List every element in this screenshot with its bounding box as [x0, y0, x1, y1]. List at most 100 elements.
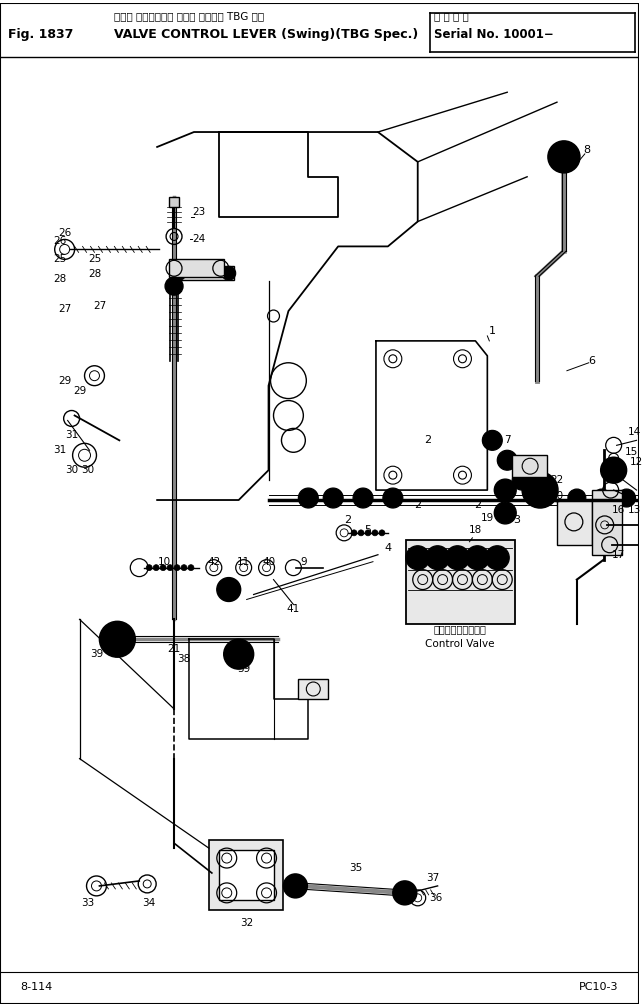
- Text: 29: 29: [73, 386, 86, 396]
- Circle shape: [512, 470, 532, 490]
- Text: VALVE CONTROL LEVER (Swing)(TBG Spec.): VALVE CONTROL LEVER (Swing)(TBG Spec.): [114, 28, 419, 41]
- Circle shape: [383, 488, 403, 508]
- Text: 21: 21: [168, 644, 180, 655]
- Text: 10: 10: [157, 557, 171, 567]
- Text: 24: 24: [193, 235, 205, 245]
- Text: 1: 1: [489, 326, 496, 336]
- Circle shape: [353, 488, 373, 508]
- Text: 2: 2: [345, 515, 352, 525]
- Text: 37: 37: [426, 873, 439, 883]
- Circle shape: [372, 530, 378, 536]
- Circle shape: [446, 546, 469, 570]
- Text: 31: 31: [65, 430, 78, 440]
- Text: 15: 15: [625, 447, 638, 457]
- Bar: [406, 540, 515, 624]
- Circle shape: [482, 430, 502, 450]
- Text: 2: 2: [414, 500, 421, 510]
- Text: 40: 40: [262, 557, 275, 567]
- Circle shape: [393, 881, 417, 905]
- Bar: [299, 679, 328, 699]
- Bar: [512, 455, 547, 477]
- Bar: [209, 840, 284, 909]
- Bar: [557, 500, 592, 545]
- Text: Control Valve: Control Valve: [425, 639, 494, 650]
- Circle shape: [153, 565, 159, 571]
- Text: 35: 35: [349, 863, 363, 873]
- Text: 26: 26: [53, 237, 66, 247]
- Bar: [219, 850, 273, 900]
- Text: 6: 6: [588, 355, 595, 366]
- Text: 12: 12: [630, 457, 642, 467]
- Bar: [169, 260, 224, 277]
- Text: 30: 30: [65, 465, 78, 475]
- Text: 5: 5: [365, 525, 372, 535]
- Text: 36: 36: [429, 893, 442, 903]
- Text: 8: 8: [583, 145, 591, 155]
- Circle shape: [548, 141, 580, 173]
- Text: 2: 2: [424, 435, 431, 445]
- Text: 42: 42: [207, 557, 220, 567]
- Circle shape: [568, 489, 586, 507]
- Bar: [592, 490, 621, 555]
- Circle shape: [485, 546, 509, 570]
- Circle shape: [555, 148, 573, 166]
- Text: 28: 28: [88, 269, 101, 279]
- Circle shape: [299, 488, 318, 508]
- Text: 22: 22: [550, 475, 564, 485]
- Circle shape: [217, 578, 241, 601]
- Text: 7: 7: [504, 435, 510, 445]
- Circle shape: [181, 565, 187, 571]
- Circle shape: [323, 488, 343, 508]
- Bar: [169, 196, 179, 206]
- Circle shape: [358, 530, 364, 536]
- Circle shape: [522, 472, 558, 508]
- Text: Fig. 1837: Fig. 1837: [8, 28, 73, 41]
- Circle shape: [601, 457, 627, 483]
- Circle shape: [160, 565, 166, 571]
- Text: 20: 20: [550, 491, 564, 501]
- Text: 39: 39: [237, 664, 250, 674]
- Text: 3: 3: [514, 515, 521, 525]
- Text: 41: 41: [287, 604, 300, 614]
- Text: 38: 38: [177, 655, 191, 665]
- Circle shape: [172, 266, 186, 280]
- Text: 39: 39: [90, 650, 103, 660]
- Text: 32: 32: [240, 917, 254, 927]
- Circle shape: [100, 621, 135, 658]
- Text: 適 用 号 機: 適 用 号 機: [433, 12, 469, 22]
- Text: バルブ コントロール レバー スイング TBG 仕様: バルブ コントロール レバー スイング TBG 仕様: [114, 12, 265, 22]
- Circle shape: [494, 502, 516, 524]
- Text: 29: 29: [58, 376, 71, 386]
- Text: 27: 27: [58, 304, 71, 314]
- Text: 27: 27: [93, 301, 106, 311]
- Text: 2: 2: [474, 500, 481, 510]
- Text: 25: 25: [88, 255, 101, 264]
- Text: 33: 33: [81, 898, 94, 908]
- Text: 17: 17: [612, 550, 625, 560]
- Text: コントロールバルブ: コントロールバルブ: [433, 624, 486, 634]
- Bar: [179, 266, 234, 280]
- Circle shape: [284, 874, 308, 898]
- Circle shape: [379, 530, 385, 536]
- Text: 26: 26: [58, 229, 71, 239]
- Circle shape: [174, 565, 180, 571]
- Text: 30: 30: [81, 465, 94, 475]
- Circle shape: [188, 565, 194, 571]
- Circle shape: [167, 565, 173, 571]
- Text: 34: 34: [143, 898, 156, 908]
- Circle shape: [426, 546, 449, 570]
- Text: PC10-3: PC10-3: [579, 983, 619, 992]
- Text: 31: 31: [53, 445, 66, 455]
- Text: 11: 11: [237, 557, 250, 567]
- Circle shape: [494, 479, 516, 501]
- Circle shape: [618, 489, 636, 507]
- Text: 4: 4: [385, 543, 392, 553]
- Circle shape: [465, 546, 489, 570]
- Circle shape: [165, 277, 183, 295]
- Text: 16: 16: [612, 505, 625, 515]
- Text: 14: 14: [628, 427, 641, 437]
- Text: Serial No. 10001−: Serial No. 10001−: [433, 28, 553, 41]
- Circle shape: [351, 530, 357, 536]
- Text: 9: 9: [300, 557, 307, 567]
- Text: 18: 18: [469, 525, 482, 535]
